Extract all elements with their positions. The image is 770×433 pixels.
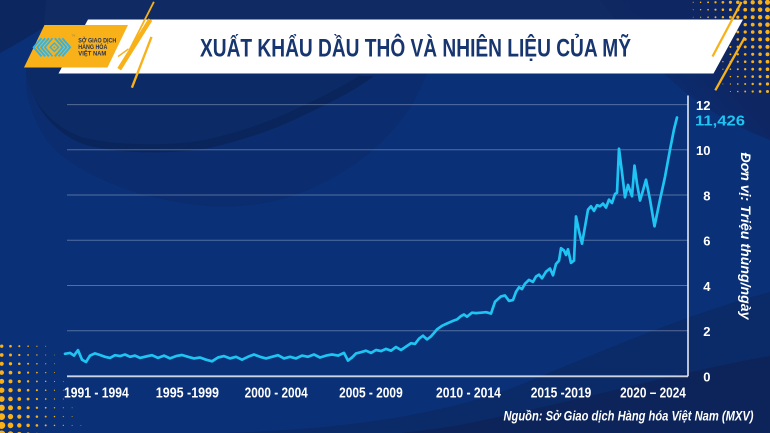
svg-text:11,426: 11,426 [695, 113, 745, 129]
svg-text:0: 0 [703, 369, 710, 384]
svg-text:XUẤT KHẨU DẦU THÔ VÀ NHIÊN LIỆ: XUẤT KHẨU DẦU THÔ VÀ NHIÊN LIỆU CỦA MỸ [200, 32, 631, 62]
svg-text:2000 - 2004: 2000 - 2004 [245, 385, 308, 401]
svg-text:HÀNG HÓA: HÀNG HÓA [78, 43, 107, 51]
svg-text:2: 2 [703, 324, 710, 339]
svg-text:1991 - 1994: 1991 - 1994 [64, 385, 129, 401]
svg-text:TM: TM [72, 34, 75, 37]
svg-text:SỞ GIAO DỊCH: SỞ GIAO DỊCH [78, 38, 116, 45]
svg-text:8: 8 [703, 188, 710, 203]
svg-text:10: 10 [696, 143, 710, 158]
svg-text:Đơn vị: Triệu thùng/ngày: Đơn vị: Triệu thùng/ngày [738, 153, 754, 321]
svg-text:VIỆT NAM: VIỆT NAM [78, 50, 106, 58]
svg-text:2020 – 2024: 2020 – 2024 [620, 385, 686, 401]
svg-text:Nguồn: Sở Giao dịch Hàng hóa V: Nguồn: Sở Giao dịch Hàng hóa Việt Nam (M… [504, 408, 754, 423]
svg-text:1995 -1999: 1995 -1999 [156, 385, 219, 401]
svg-text:2015 -2019: 2015 -2019 [531, 385, 592, 401]
svg-text:2010 - 2014: 2010 - 2014 [436, 385, 501, 401]
svg-text:12: 12 [696, 98, 710, 113]
svg-text:4: 4 [703, 279, 711, 294]
svg-text:6: 6 [703, 234, 710, 249]
svg-text:2005 - 2009: 2005 - 2009 [339, 385, 403, 401]
